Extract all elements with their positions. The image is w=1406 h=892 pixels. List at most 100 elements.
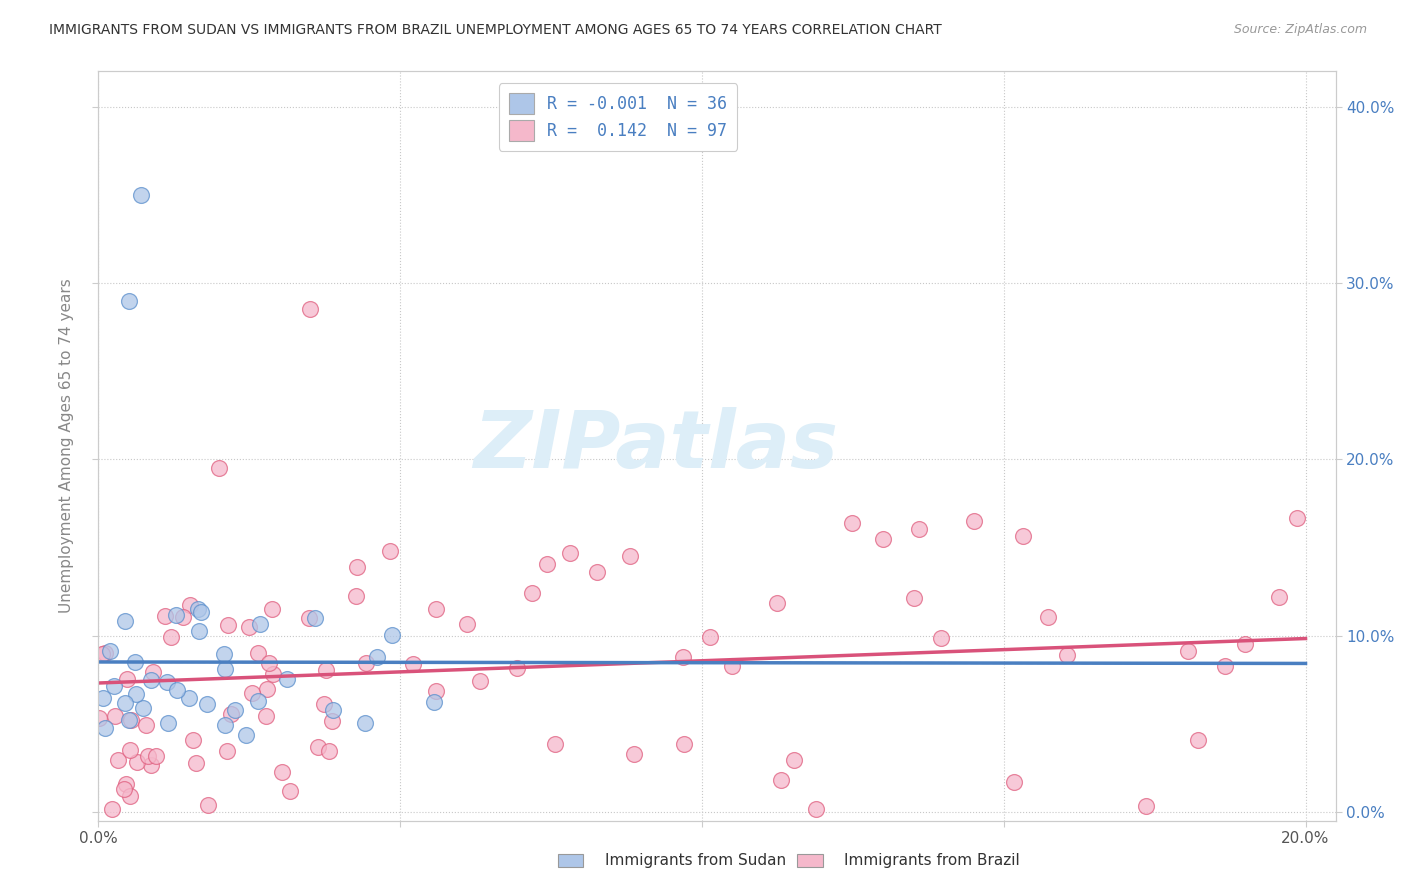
Point	[135, 717, 157, 731]
Point	[1135, 798, 1157, 813]
Point	[238, 620, 260, 634]
Point	[124, 655, 146, 669]
Point	[157, 716, 180, 731]
Point	[114, 696, 136, 710]
Point	[304, 611, 326, 625]
Point	[1056, 648, 1078, 663]
Point	[187, 601, 209, 615]
Point	[423, 695, 446, 709]
Text: IMMIGRANTS FROM SUDAN VS IMMIGRANTS FROM BRAZIL UNEMPLOYMENT AMONG AGES 65 TO 74: IMMIGRANTS FROM SUDAN VS IMMIGRANTS FROM…	[49, 23, 942, 37]
Point	[344, 589, 367, 603]
Point	[190, 605, 212, 619]
Point	[770, 773, 793, 788]
Point	[195, 698, 218, 712]
Point	[217, 617, 239, 632]
Point	[673, 737, 696, 751]
Point	[181, 733, 204, 747]
Point	[506, 661, 529, 675]
Point	[215, 744, 238, 758]
Point	[107, 753, 129, 767]
Point	[117, 293, 139, 308]
Point	[872, 532, 894, 546]
Point	[804, 802, 827, 816]
Point	[139, 673, 162, 687]
Point	[558, 546, 581, 560]
Point	[142, 665, 165, 680]
Point	[425, 602, 447, 616]
Legend: R = -0.001  N = 36, R =  0.142  N = 97: R = -0.001 N = 36, R = 0.142 N = 97	[499, 84, 737, 151]
Point	[929, 631, 952, 645]
Text: Source: ZipAtlas.com: Source: ZipAtlas.com	[1233, 23, 1367, 37]
Point	[129, 187, 152, 202]
Point	[619, 549, 641, 563]
Point	[120, 742, 142, 756]
Point	[297, 611, 319, 625]
Point	[235, 728, 257, 742]
Point	[672, 650, 695, 665]
Point	[962, 514, 984, 528]
Point	[765, 596, 787, 610]
Point	[153, 609, 176, 624]
Point	[247, 694, 270, 708]
Point	[208, 461, 231, 475]
Point	[132, 700, 155, 714]
Point	[118, 714, 141, 728]
Point	[94, 721, 117, 735]
Point	[165, 608, 187, 623]
Point	[1038, 609, 1060, 624]
Point	[278, 783, 301, 797]
Point	[353, 716, 375, 731]
Point	[346, 559, 368, 574]
Point	[903, 591, 925, 605]
Point	[1234, 637, 1257, 651]
Point	[179, 598, 201, 612]
Point	[186, 756, 208, 770]
Point	[254, 709, 277, 723]
Point	[172, 609, 194, 624]
Point	[354, 656, 377, 670]
Point	[298, 302, 321, 317]
Point	[117, 672, 139, 686]
Point	[187, 624, 209, 638]
Point	[249, 617, 271, 632]
Point	[214, 717, 236, 731]
Point	[841, 516, 863, 530]
Point	[425, 684, 447, 698]
Point	[378, 543, 401, 558]
Point	[276, 672, 298, 686]
Point	[315, 663, 337, 677]
Point	[98, 644, 121, 658]
Point	[1177, 644, 1199, 658]
Point	[139, 757, 162, 772]
Point	[783, 753, 806, 767]
Point	[114, 777, 136, 791]
Point	[94, 647, 117, 661]
Point	[166, 682, 188, 697]
FancyBboxPatch shape	[797, 854, 823, 867]
Point	[156, 674, 179, 689]
Point	[89, 711, 111, 725]
Point	[212, 647, 235, 661]
Point	[623, 747, 645, 761]
Point	[1285, 511, 1308, 525]
Point	[179, 690, 201, 705]
Point	[145, 748, 167, 763]
Point	[307, 739, 329, 754]
Point	[91, 647, 114, 661]
Point	[381, 628, 404, 642]
Point	[197, 798, 219, 813]
Point	[262, 601, 284, 615]
Point	[720, 659, 742, 673]
Text: Immigrants from Sudan: Immigrants from Sudan	[605, 854, 786, 868]
Point	[456, 617, 478, 632]
Point	[125, 756, 148, 770]
Point	[586, 565, 609, 579]
Point	[1268, 590, 1291, 604]
Point	[1012, 529, 1035, 543]
Point	[1187, 733, 1209, 747]
Point	[221, 707, 243, 722]
Point	[468, 673, 491, 688]
Point	[114, 614, 136, 628]
Point	[91, 690, 114, 705]
Point	[214, 662, 236, 676]
